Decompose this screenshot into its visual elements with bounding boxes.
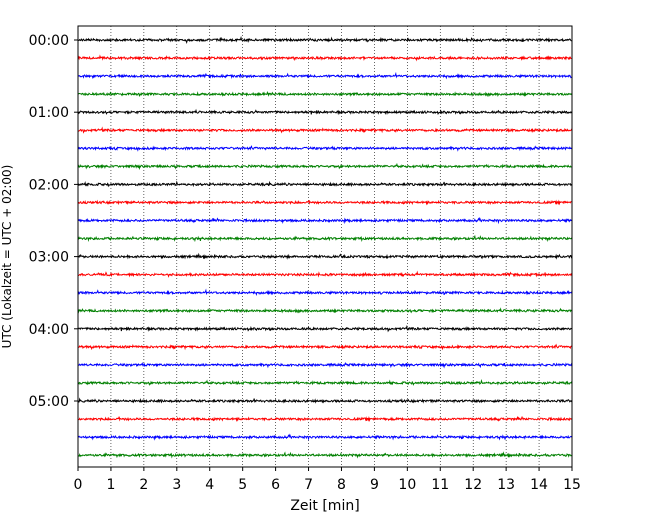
x-axis-ticks: 0 1 2 3 4 5 6 7 8 9 10 11 12 13 14 15 xyxy=(74,467,581,493)
x-tick-label: 13 xyxy=(497,477,515,493)
x-tick-label: 1 xyxy=(106,477,115,493)
trace-line xyxy=(77,162,573,171)
trace-line xyxy=(78,270,573,278)
trace-line xyxy=(77,216,573,225)
trace-line xyxy=(77,288,573,296)
trace-line xyxy=(77,54,573,62)
trace-line xyxy=(77,451,573,459)
y-tick-label: 00:00 xyxy=(29,33,69,49)
y-axis-label: UTC (Lokalzeit = UTC + 02:00) xyxy=(0,165,14,349)
trace-line xyxy=(77,199,573,206)
x-tick-label: 3 xyxy=(172,477,181,493)
x-tick-label: 4 xyxy=(205,477,214,493)
trace-line xyxy=(77,378,573,386)
x-tick-label: 11 xyxy=(431,477,449,493)
trace-line xyxy=(77,415,573,423)
trace-line xyxy=(77,234,573,243)
trace-line xyxy=(77,252,573,260)
x-tick-label: 6 xyxy=(271,477,280,493)
trace-line xyxy=(77,108,573,116)
y-tick-label: 02:00 xyxy=(29,177,69,193)
x-tick-label: 12 xyxy=(464,477,482,493)
x-tick-label: 2 xyxy=(139,477,148,493)
trace-line xyxy=(77,145,573,152)
x-tick-label: 0 xyxy=(74,477,83,493)
x-tick-label: 9 xyxy=(370,477,379,493)
x-tick-label: 10 xyxy=(398,477,416,493)
trace-line xyxy=(77,397,573,404)
trace-line xyxy=(77,91,573,97)
trace-line xyxy=(77,307,573,314)
trace-line xyxy=(77,35,573,44)
y-tick-label: 05:00 xyxy=(29,394,69,410)
trace-line xyxy=(77,343,573,351)
trace-group xyxy=(77,35,573,459)
trace-line xyxy=(77,126,573,134)
x-tick-label: 8 xyxy=(337,477,346,493)
trace-line xyxy=(77,180,573,188)
x-axis-label: Zeit [min] xyxy=(290,498,359,514)
y-tick-label: 01:00 xyxy=(29,105,69,121)
plot-frame xyxy=(77,25,573,468)
y-axis-ticks: 00:00 01:00 02:00 03:00 04:00 05:00 xyxy=(29,33,78,410)
trace-line xyxy=(77,71,573,80)
x-tick-label: 14 xyxy=(530,477,548,493)
trace-line xyxy=(77,324,573,333)
y-tick-label: 04:00 xyxy=(29,322,69,338)
x-tick-label: 15 xyxy=(563,477,581,493)
y-tick-label: 03:00 xyxy=(29,250,69,266)
trace-line xyxy=(77,433,573,441)
x-tick-label: 7 xyxy=(304,477,313,493)
trace-line xyxy=(77,362,573,369)
x-tick-label: 5 xyxy=(238,477,247,493)
